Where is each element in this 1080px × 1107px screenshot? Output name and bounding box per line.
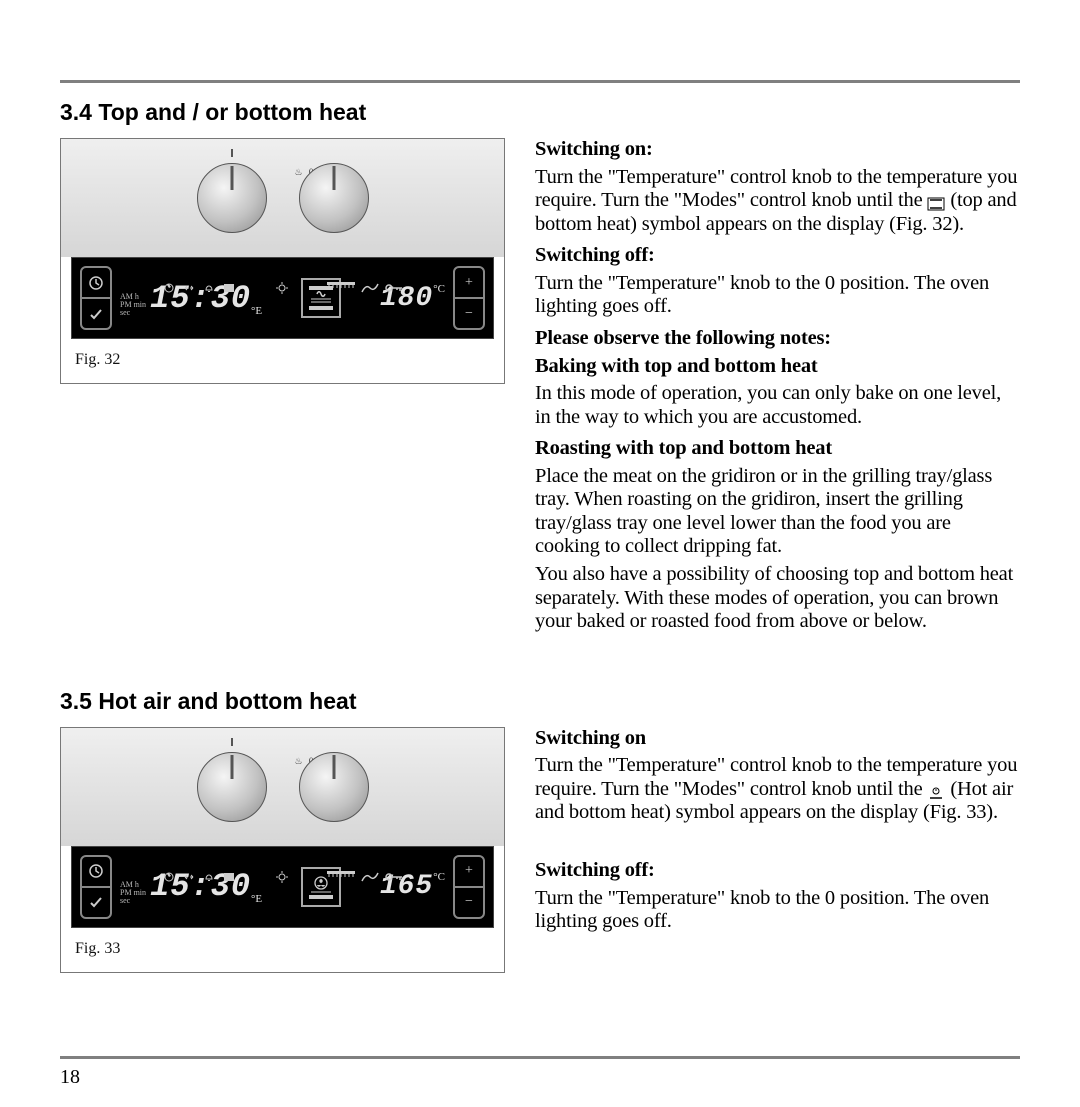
lcd-center: AM h PM min sec 15:30°E 180°C	[112, 278, 453, 318]
subhead-roasting: Roasting with top and bottom heat	[535, 437, 1020, 461]
lcd-left-buttons-2	[80, 855, 112, 919]
modes-knob-2[interactable]	[197, 752, 267, 822]
lcd-center-2: AM h PM min sec 15:30°E 165°C	[112, 867, 453, 907]
light-icon	[275, 871, 289, 883]
subhead-switching-on: Switching on:	[535, 138, 1020, 162]
plus-button-icon[interactable]: +	[455, 268, 483, 297]
section-title-3-4: 3.4 Top and / or bottom heat	[60, 99, 1020, 126]
bell-icon	[202, 871, 216, 883]
heat-icon	[327, 871, 355, 883]
temp-unit-2: °C	[433, 871, 445, 883]
hot-air-bottom-heat-icon	[927, 783, 945, 797]
figure-33-caption: Fig. 33	[61, 928, 504, 972]
section-3-4-row: ♨ 0 ☀	[60, 138, 1020, 638]
knob-tick	[231, 738, 233, 746]
section-3-4-text: Switching on: Turn the "Temperature" con…	[535, 138, 1020, 638]
key-icon	[385, 282, 403, 294]
lcd-display: AM h PM min sec 15:30°E 180°C + −	[71, 257, 494, 339]
lcd-right-buttons: + −	[453, 266, 485, 330]
p-roasting-body-2: You also have a possibility of choosing …	[535, 563, 1020, 634]
subhead-notes: Please observe the following notes:	[535, 327, 1020, 351]
time-e-suffix-2: °E	[251, 893, 262, 905]
top-rule	[60, 80, 1020, 83]
section-3-5-row: ♨ 0 ☀	[60, 727, 1020, 973]
key-icon	[385, 871, 403, 883]
check-button-icon[interactable]	[82, 886, 110, 917]
subhead-switching-off: Switching off:	[535, 244, 1020, 268]
page-number: 18	[60, 1066, 80, 1089]
temp-unit: °C	[433, 283, 445, 295]
modes-knob[interactable]	[197, 163, 267, 233]
ampm-labels-2: AM h PM min sec	[120, 881, 146, 905]
heat-icon	[327, 282, 355, 294]
rise-icon	[361, 282, 379, 294]
lcd-display-2: AM h PM min sec 15:30°E 165°C + −	[71, 846, 494, 928]
knob-tick	[231, 149, 233, 157]
p-baking-body: In this mode of operation, you can only …	[535, 382, 1020, 429]
check-button-icon[interactable]	[82, 297, 110, 328]
rise-icon	[361, 871, 379, 883]
p-switching-on-body-2: Turn the "Temperature" control knob to t…	[535, 754, 1020, 825]
clock-button-icon[interactable]	[82, 268, 110, 297]
section-title-3-5: 3.5 Hot air and bottom heat	[60, 688, 1020, 715]
fan-icon	[162, 282, 176, 294]
lcd-status-icons-2	[162, 871, 403, 883]
p-text-before-2: Turn the "Temperature" control knob to t…	[535, 754, 1017, 800]
plus-button-icon[interactable]: +	[455, 857, 483, 886]
minus-button-icon[interactable]: −	[455, 886, 483, 917]
bottom-rule	[60, 1056, 1020, 1059]
lcd-left-buttons	[80, 266, 112, 330]
minus-button-icon[interactable]: −	[455, 297, 483, 328]
p-switching-off-body-2: Turn the "Temperature" knob to the 0 pos…	[535, 887, 1020, 934]
control-panel-knobs-2: ♨ 0 ☀	[61, 728, 504, 846]
figure-33-box: ♨ 0 ☀	[60, 727, 505, 973]
oven-icon	[222, 282, 236, 294]
bell-icon	[202, 282, 216, 294]
p-switching-on-body: Turn the "Temperature" control knob to t…	[535, 166, 1020, 237]
arrows-icon	[182, 871, 196, 883]
p-text-before: Turn the "Temperature" control knob to t…	[535, 166, 1017, 212]
temperature-knob[interactable]	[299, 163, 369, 233]
section-3-5-text: Switching on Turn the "Temperature" cont…	[535, 727, 1020, 973]
lcd-right-buttons-2: + −	[453, 855, 485, 919]
subhead-switching-off-2: Switching off:	[535, 859, 1020, 883]
time-e-suffix: °E	[251, 305, 262, 317]
arrows-icon	[182, 282, 196, 294]
figure-33-column: ♨ 0 ☀	[60, 727, 505, 973]
clock-button-icon[interactable]	[82, 857, 110, 886]
ampm-labels: AM h PM min sec	[120, 293, 146, 317]
figure-32-caption: Fig. 32	[61, 339, 504, 383]
top-bottom-heat-icon	[927, 194, 945, 208]
lcd-status-icons	[162, 282, 403, 294]
figure-32-column: ♨ 0 ☀	[60, 138, 505, 638]
fan-icon	[162, 871, 176, 883]
light-icon	[275, 282, 289, 294]
p-roasting-body-1: Place the meat on the gridiron or in the…	[535, 465, 1020, 559]
subhead-switching-on-2: Switching on	[535, 727, 1020, 751]
spacer	[535, 829, 1020, 851]
temperature-knob-2[interactable]	[299, 752, 369, 822]
subhead-baking: Baking with top and bottom heat	[535, 355, 1020, 379]
p-switching-off-body: Turn the "Temperature" knob to the 0 pos…	[535, 272, 1020, 319]
oven-icon	[222, 871, 236, 883]
control-panel-knobs: ♨ 0 ☀	[61, 139, 504, 257]
figure-32-box: ♨ 0 ☀	[60, 138, 505, 384]
